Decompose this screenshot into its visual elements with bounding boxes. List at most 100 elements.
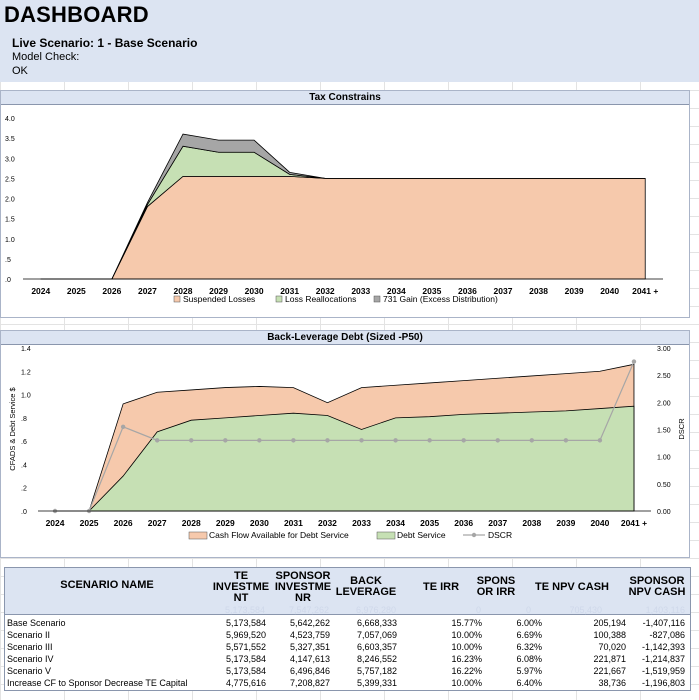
- table-cell: 6,603,357: [356, 642, 397, 652]
- table-cell: 221,871: [593, 654, 626, 664]
- x-tick-label: 2027: [138, 286, 157, 296]
- table-cell: 6,668,333: [356, 618, 397, 628]
- dscr-point: [154, 438, 160, 443]
- table-cell: 5,757,182: [356, 666, 397, 676]
- table-cell: 5,173,584: [225, 666, 266, 676]
- debt-service-area: [55, 405, 635, 512]
- x-tick-label: 2040: [600, 286, 619, 296]
- x-tick-label: 2028: [182, 518, 201, 528]
- x-tick-label: 2040: [590, 518, 609, 528]
- scenario-name-cell: Scenario V: [7, 666, 52, 676]
- chart-title: Tax Constrains: [1, 91, 689, 105]
- ghost-value: 0: [525, 605, 531, 615]
- ghost-value: 0: [475, 605, 481, 615]
- x-tick-label: 2035: [422, 286, 441, 296]
- x-tick-label: 2036: [454, 518, 473, 528]
- column-header-line: INVESTME: [212, 580, 270, 593]
- column-header-line: TE: [233, 569, 249, 582]
- table-cell: 5,642,262: [289, 618, 330, 628]
- x-tick-label: 2041 +: [632, 286, 658, 296]
- table-row[interactable]: Scenario V 5,173,584 6,496,846 5,757,182 16.…: [5, 665, 690, 677]
- x-tick-label: 2029: [216, 518, 235, 528]
- y-tick-label: 3.0: [5, 156, 15, 163]
- column-header: SPONSOR NPV CASH: [627, 576, 687, 598]
- x-tick-label: 2039: [565, 286, 584, 296]
- x-tick-label: 2041 +: [621, 518, 647, 528]
- x-tick-label: 2032: [318, 518, 337, 528]
- table-cell: 5,969,520: [225, 630, 266, 640]
- table-cell: 221,667: [593, 666, 626, 676]
- y-tick-label: 1.0: [5, 237, 15, 244]
- dscr-point: [189, 438, 194, 443]
- x-tick-label: 2034: [387, 286, 406, 296]
- x-tick-label: 2033: [352, 518, 371, 528]
- table-cell: 70,020: [598, 642, 626, 652]
- column-header: SPONS OR IRR: [471, 576, 521, 598]
- dscr-point: [495, 438, 500, 443]
- x-tick-label: 2028: [174, 286, 193, 296]
- table-row[interactable]: Increase CF to Sponsor Decrease TE Capit…: [5, 677, 690, 689]
- column-header-line: NT: [233, 591, 249, 604]
- table-cell: 205,194: [593, 618, 626, 628]
- scenario-name-cell: Increase CF to Sponsor Decrease TE Capit…: [7, 678, 188, 688]
- x-tick-label: 2026: [114, 518, 133, 528]
- legend-swatch: [376, 531, 396, 540]
- table-row[interactable]: Base Scenario 5,173,584 5,642,262 6,668,333…: [5, 617, 690, 629]
- column-header: TE INVESTME NT: [211, 569, 271, 604]
- column-header-line: BACK: [350, 575, 382, 587]
- table-cell: 7,208,827: [289, 678, 330, 688]
- table-cell: -1,142,393: [641, 642, 685, 652]
- scenario-table: SCENARIO NAME TE INVESTME NT SPONSOR INVESTME…: [4, 567, 691, 691]
- x-tick-label: 2033: [351, 286, 370, 296]
- table-cell: 5,173,584: [225, 618, 266, 628]
- y-tick-label: .8: [21, 416, 27, 423]
- x-tick-label: 2032: [316, 286, 335, 296]
- tax-constrains-chart[interactable]: Tax Constrains 4.0 3.5 3.0 2.5 2.0 1.5 1.0 .5 .0…: [0, 90, 690, 318]
- dscr-point: [359, 438, 364, 443]
- table-cell: 10.00%: [451, 678, 482, 688]
- column-header-line: TE NPV CASH: [535, 580, 609, 593]
- legend-swatch: [173, 295, 181, 303]
- table-cell: 5,327,351: [289, 642, 330, 652]
- dscr-point: [563, 438, 569, 443]
- table-cell: 38,736: [598, 678, 626, 688]
- y-tick-label: 4.0: [5, 116, 15, 123]
- live-scenario-label: Live Scenario: 1 - Base Scenario: [12, 36, 198, 50]
- y-tick-label: .4: [21, 462, 27, 469]
- table-cell: -1,196,803: [641, 678, 685, 688]
- column-header-line: NPV CASH: [628, 586, 686, 598]
- x-tick-label: 2025: [80, 518, 99, 528]
- page-title: DASHBOARD: [4, 2, 149, 27]
- table-cell: -1,519,959: [641, 666, 685, 676]
- legend-label: Cash Flow Available for Debt Service: [209, 530, 349, 540]
- legend-marker: [471, 532, 477, 538]
- table-row[interactable]: Scenario II 5,969,520 4,523,759 7,057,069 10…: [5, 629, 690, 641]
- x-tick-label: 2030: [250, 518, 269, 528]
- table-cell: 10.00%: [451, 630, 482, 640]
- table-row[interactable]: Scenario III 5,571,552 5,327,351 6,603,357 1…: [5, 641, 690, 653]
- table-cell: 8,246,552: [356, 654, 397, 664]
- y-tick-label: .6: [21, 439, 27, 446]
- x-tick-label: 2031: [284, 518, 303, 528]
- dscr-point: [597, 438, 603, 443]
- table-cell: -827,086: [649, 630, 685, 640]
- x-tick-label: 2026: [102, 286, 121, 296]
- legend-label: DSCR: [488, 530, 512, 540]
- table-cell: 4,147,613: [289, 654, 330, 664]
- y2-tick-label: 2.00: [657, 400, 671, 407]
- x-tick-label: 2037: [488, 518, 507, 528]
- x-tick-label: 2038: [522, 518, 541, 528]
- table-cell: 4,775,616: [225, 678, 266, 688]
- dscr-point: [223, 438, 228, 443]
- table-row[interactable]: Scenario IV 5,173,584 4,147,613 8,246,552 16…: [5, 653, 690, 665]
- ghost-value: 705,430: [569, 605, 602, 615]
- dashboard-header: DASHBOARD Live Scenario: 1 - Base Scenar…: [0, 0, 699, 82]
- table-header: SCENARIO NAME TE INVESTME NT SPONSOR INVESTME…: [5, 568, 690, 615]
- x-tick-label: 2035: [420, 518, 439, 528]
- y2-tick-label: 3.00: [657, 346, 671, 353]
- back-leverage-debt-chart[interactable]: Back-Leverage Debt (Sized -P50) 1.4 1.2 1.…: [0, 330, 690, 558]
- y2-tick-label: 1.50: [657, 428, 671, 435]
- y-tick-label: .0: [5, 277, 11, 284]
- x-tick-label: 2027: [148, 518, 167, 528]
- y-tick-label: 1.4: [21, 346, 31, 353]
